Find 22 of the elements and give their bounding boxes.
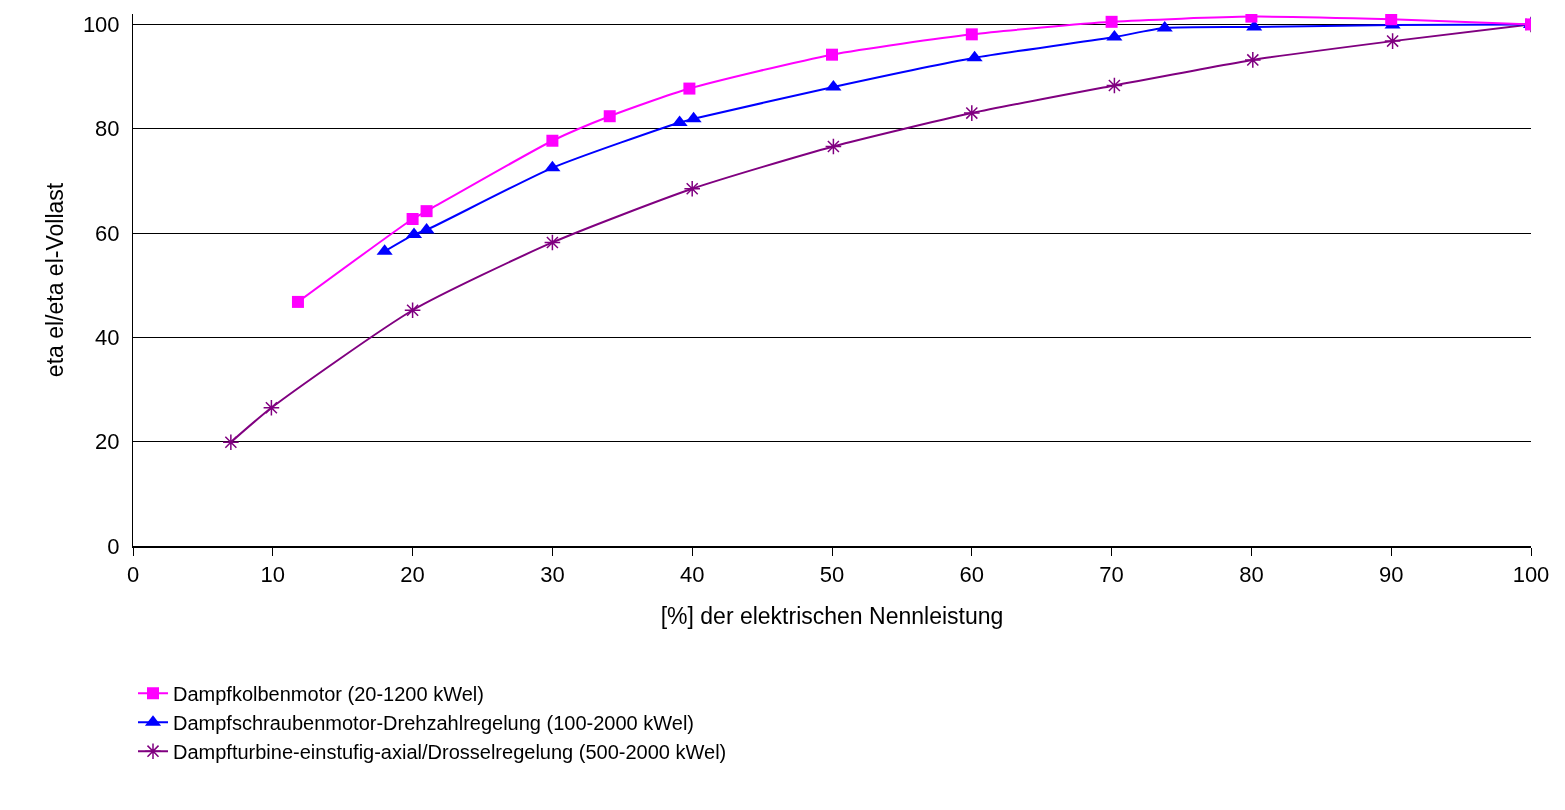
x-tick-label: 60 bbox=[959, 562, 985, 588]
x-axis-title: [%] der elektrischen Nennleistung bbox=[660, 603, 1004, 630]
x-tick-label: 80 bbox=[1239, 562, 1264, 588]
y-axis-title: eta el/eta el-Vollast bbox=[42, 182, 69, 378]
y-tick-label: 60 bbox=[95, 220, 120, 246]
y-tick-label: 20 bbox=[95, 429, 120, 455]
x-tick-label: 50 bbox=[819, 562, 845, 588]
y-tick-label: 40 bbox=[95, 325, 120, 351]
x-tick-label: 20 bbox=[400, 562, 425, 588]
x-tick-label: 10 bbox=[260, 562, 286, 588]
y-tick-label: 100 bbox=[82, 12, 120, 38]
x-tick-label: 90 bbox=[1378, 562, 1404, 588]
legend-label: Dampfkolbenmotor (20-1200 kWel) bbox=[173, 682, 484, 705]
y-tick-label: 0 bbox=[107, 533, 120, 559]
x-tick-label: 40 bbox=[679, 562, 705, 588]
x-tick-label: 70 bbox=[1099, 562, 1124, 588]
legend-label: Dampfturbine-einstufig-axial/Drosselregelung (500-2000 kWel) bbox=[173, 740, 727, 763]
x-tick-label: 0 bbox=[126, 562, 140, 588]
x-tick-label: 30 bbox=[540, 562, 565, 588]
legend-label: Dampfschraubenmotor-Drehzahlregelung (100-2000 kWel) bbox=[173, 711, 695, 734]
y-tick-label: 80 bbox=[95, 116, 120, 142]
x-tick-label: 100 bbox=[1512, 562, 1550, 588]
